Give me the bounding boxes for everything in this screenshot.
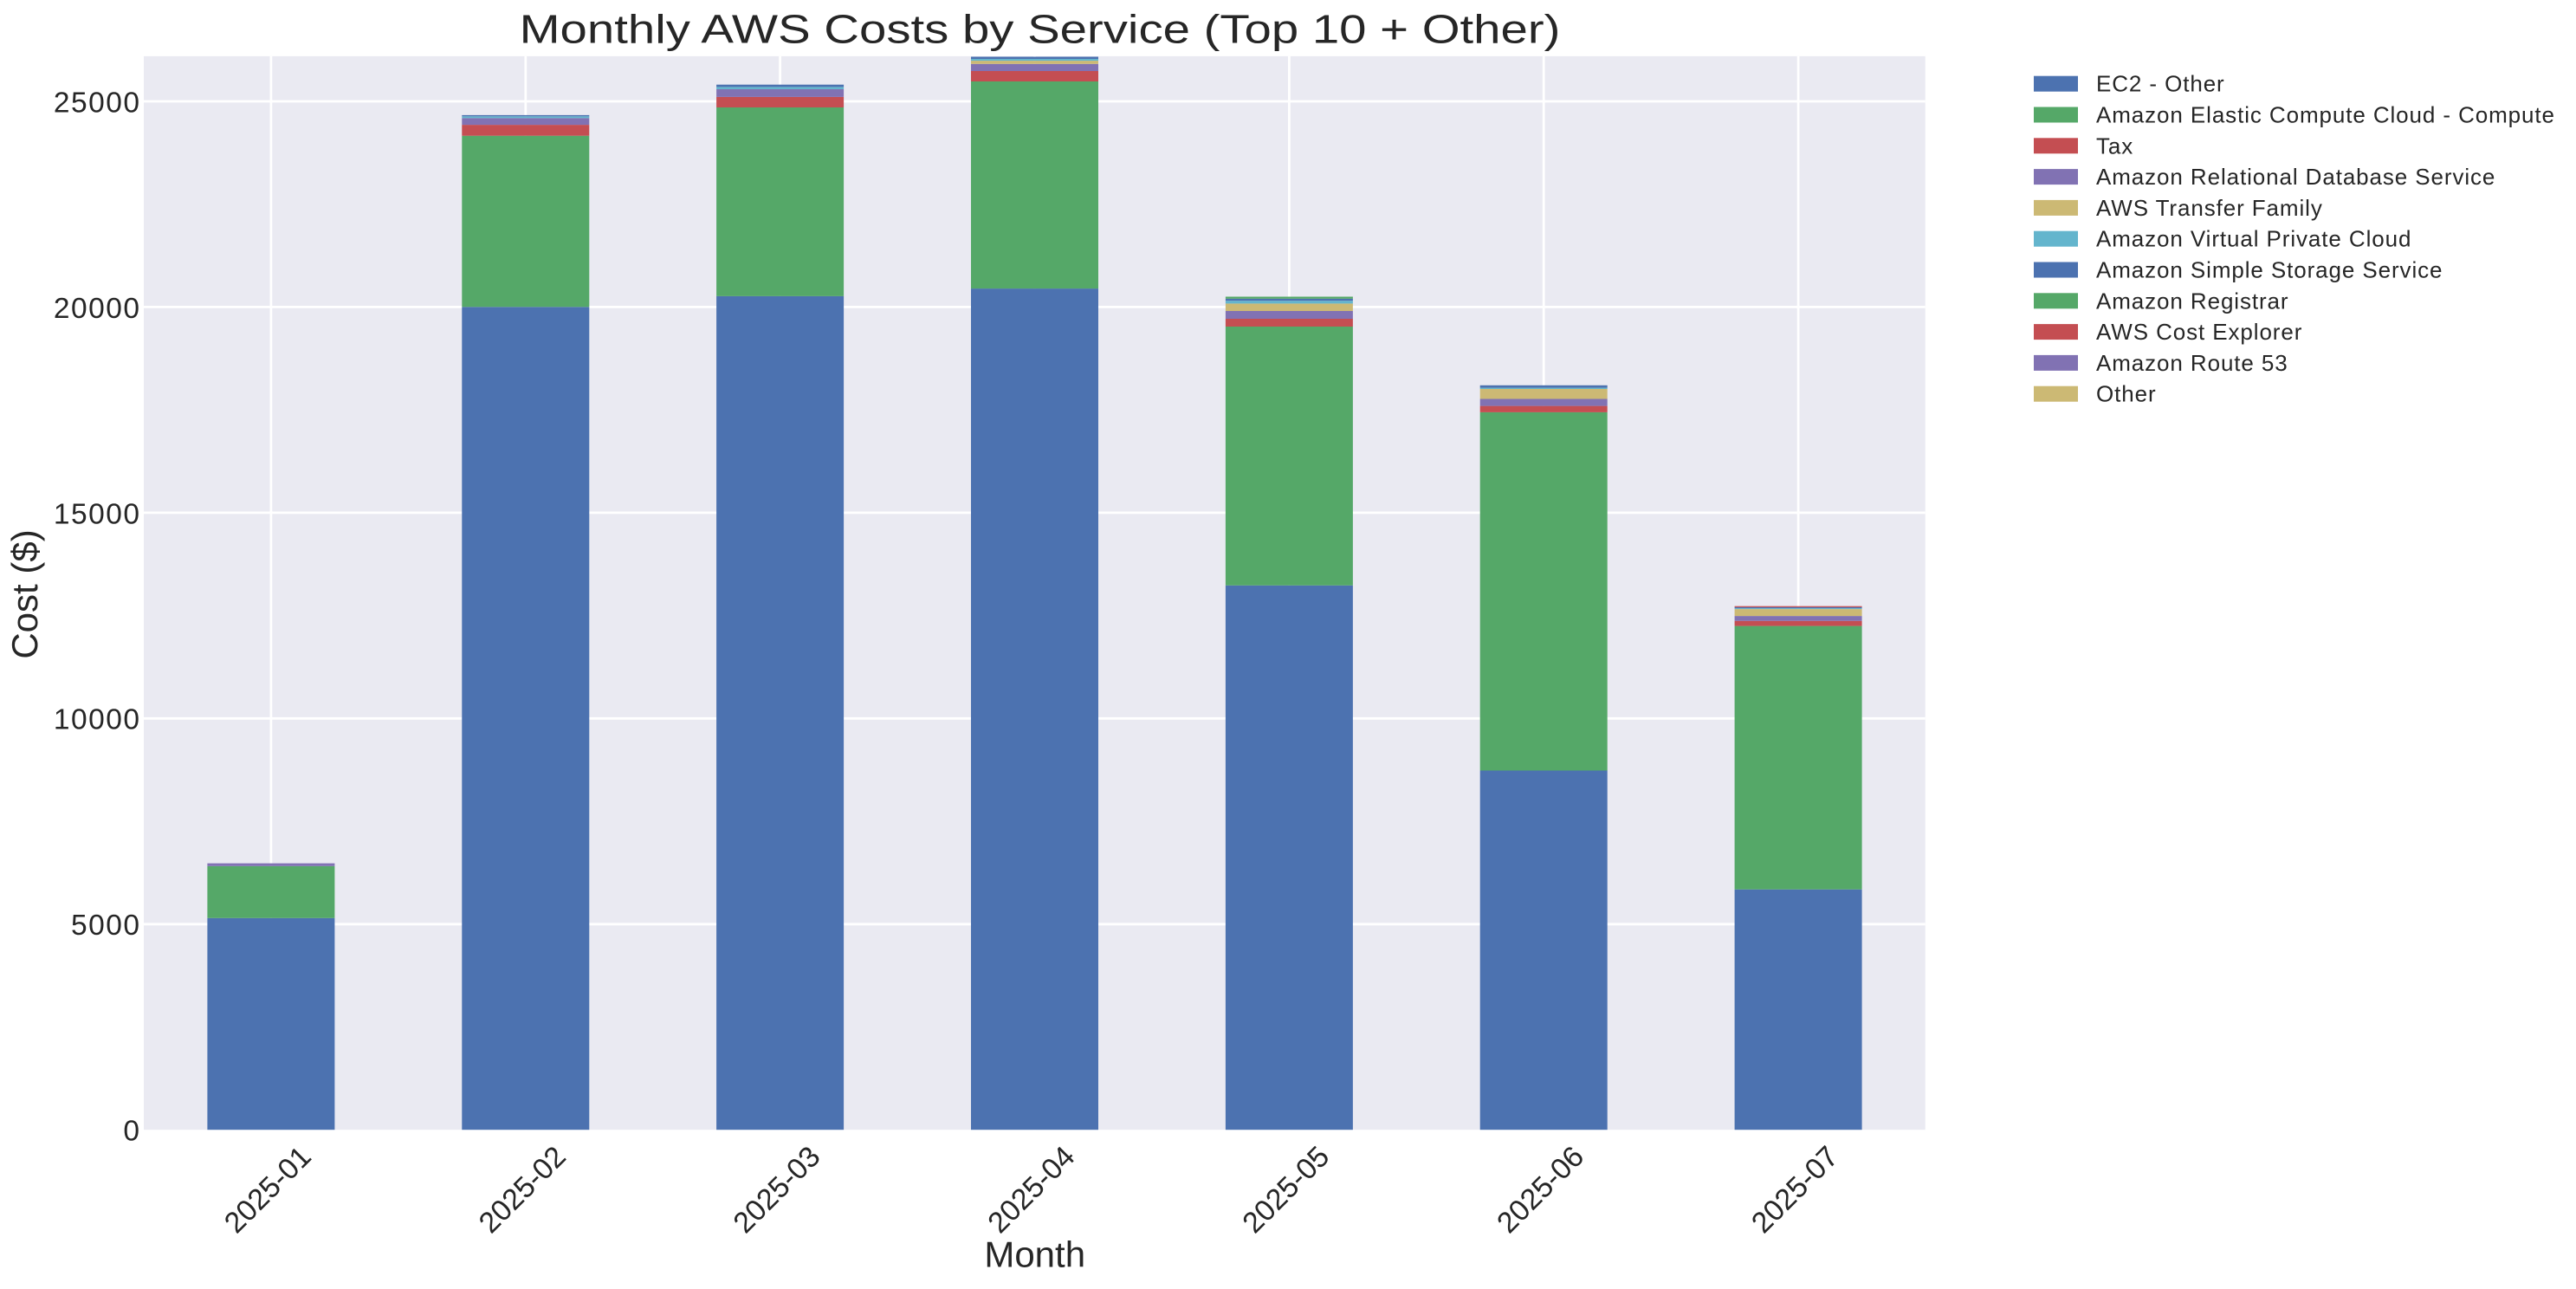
- svg-text:EC2 - Other: EC2 - Other: [2096, 71, 2225, 97]
- svg-text:Cost ($): Cost ($): [4, 529, 45, 658]
- svg-text:0: 0: [123, 1116, 140, 1148]
- svg-text:Tax: Tax: [2096, 133, 2133, 159]
- svg-text:15000: 15000: [54, 498, 141, 530]
- svg-text:Amazon Route 53: Amazon Route 53: [2096, 350, 2288, 376]
- svg-text:Month: Month: [984, 1234, 1085, 1275]
- svg-text:Amazon Registrar: Amazon Registrar: [2096, 288, 2288, 314]
- svg-text:AWS Cost Explorer: AWS Cost Explorer: [2096, 319, 2302, 345]
- svg-text:20000: 20000: [54, 293, 141, 325]
- svg-text:Other: Other: [2096, 381, 2157, 407]
- svg-text:5000: 5000: [71, 910, 141, 942]
- svg-text:Amazon Simple Storage Service: Amazon Simple Storage Service: [2096, 257, 2443, 283]
- svg-text:25000: 25000: [54, 87, 141, 119]
- svg-text:10000: 10000: [54, 704, 141, 736]
- svg-text:Amazon Virtual Private Cloud: Amazon Virtual Private Cloud: [2096, 226, 2411, 252]
- svg-text:Amazon Relational Database Ser: Amazon Relational Database Service: [2096, 164, 2495, 190]
- svg-text:Amazon Elastic Compute Cloud -: Amazon Elastic Compute Cloud - Compute: [2096, 102, 2555, 128]
- svg-text:Monthly AWS Costs by Service (: Monthly AWS Costs by Service (Top 10 + O…: [520, 6, 1561, 51]
- svg-text:AWS Transfer Family: AWS Transfer Family: [2096, 195, 2323, 221]
